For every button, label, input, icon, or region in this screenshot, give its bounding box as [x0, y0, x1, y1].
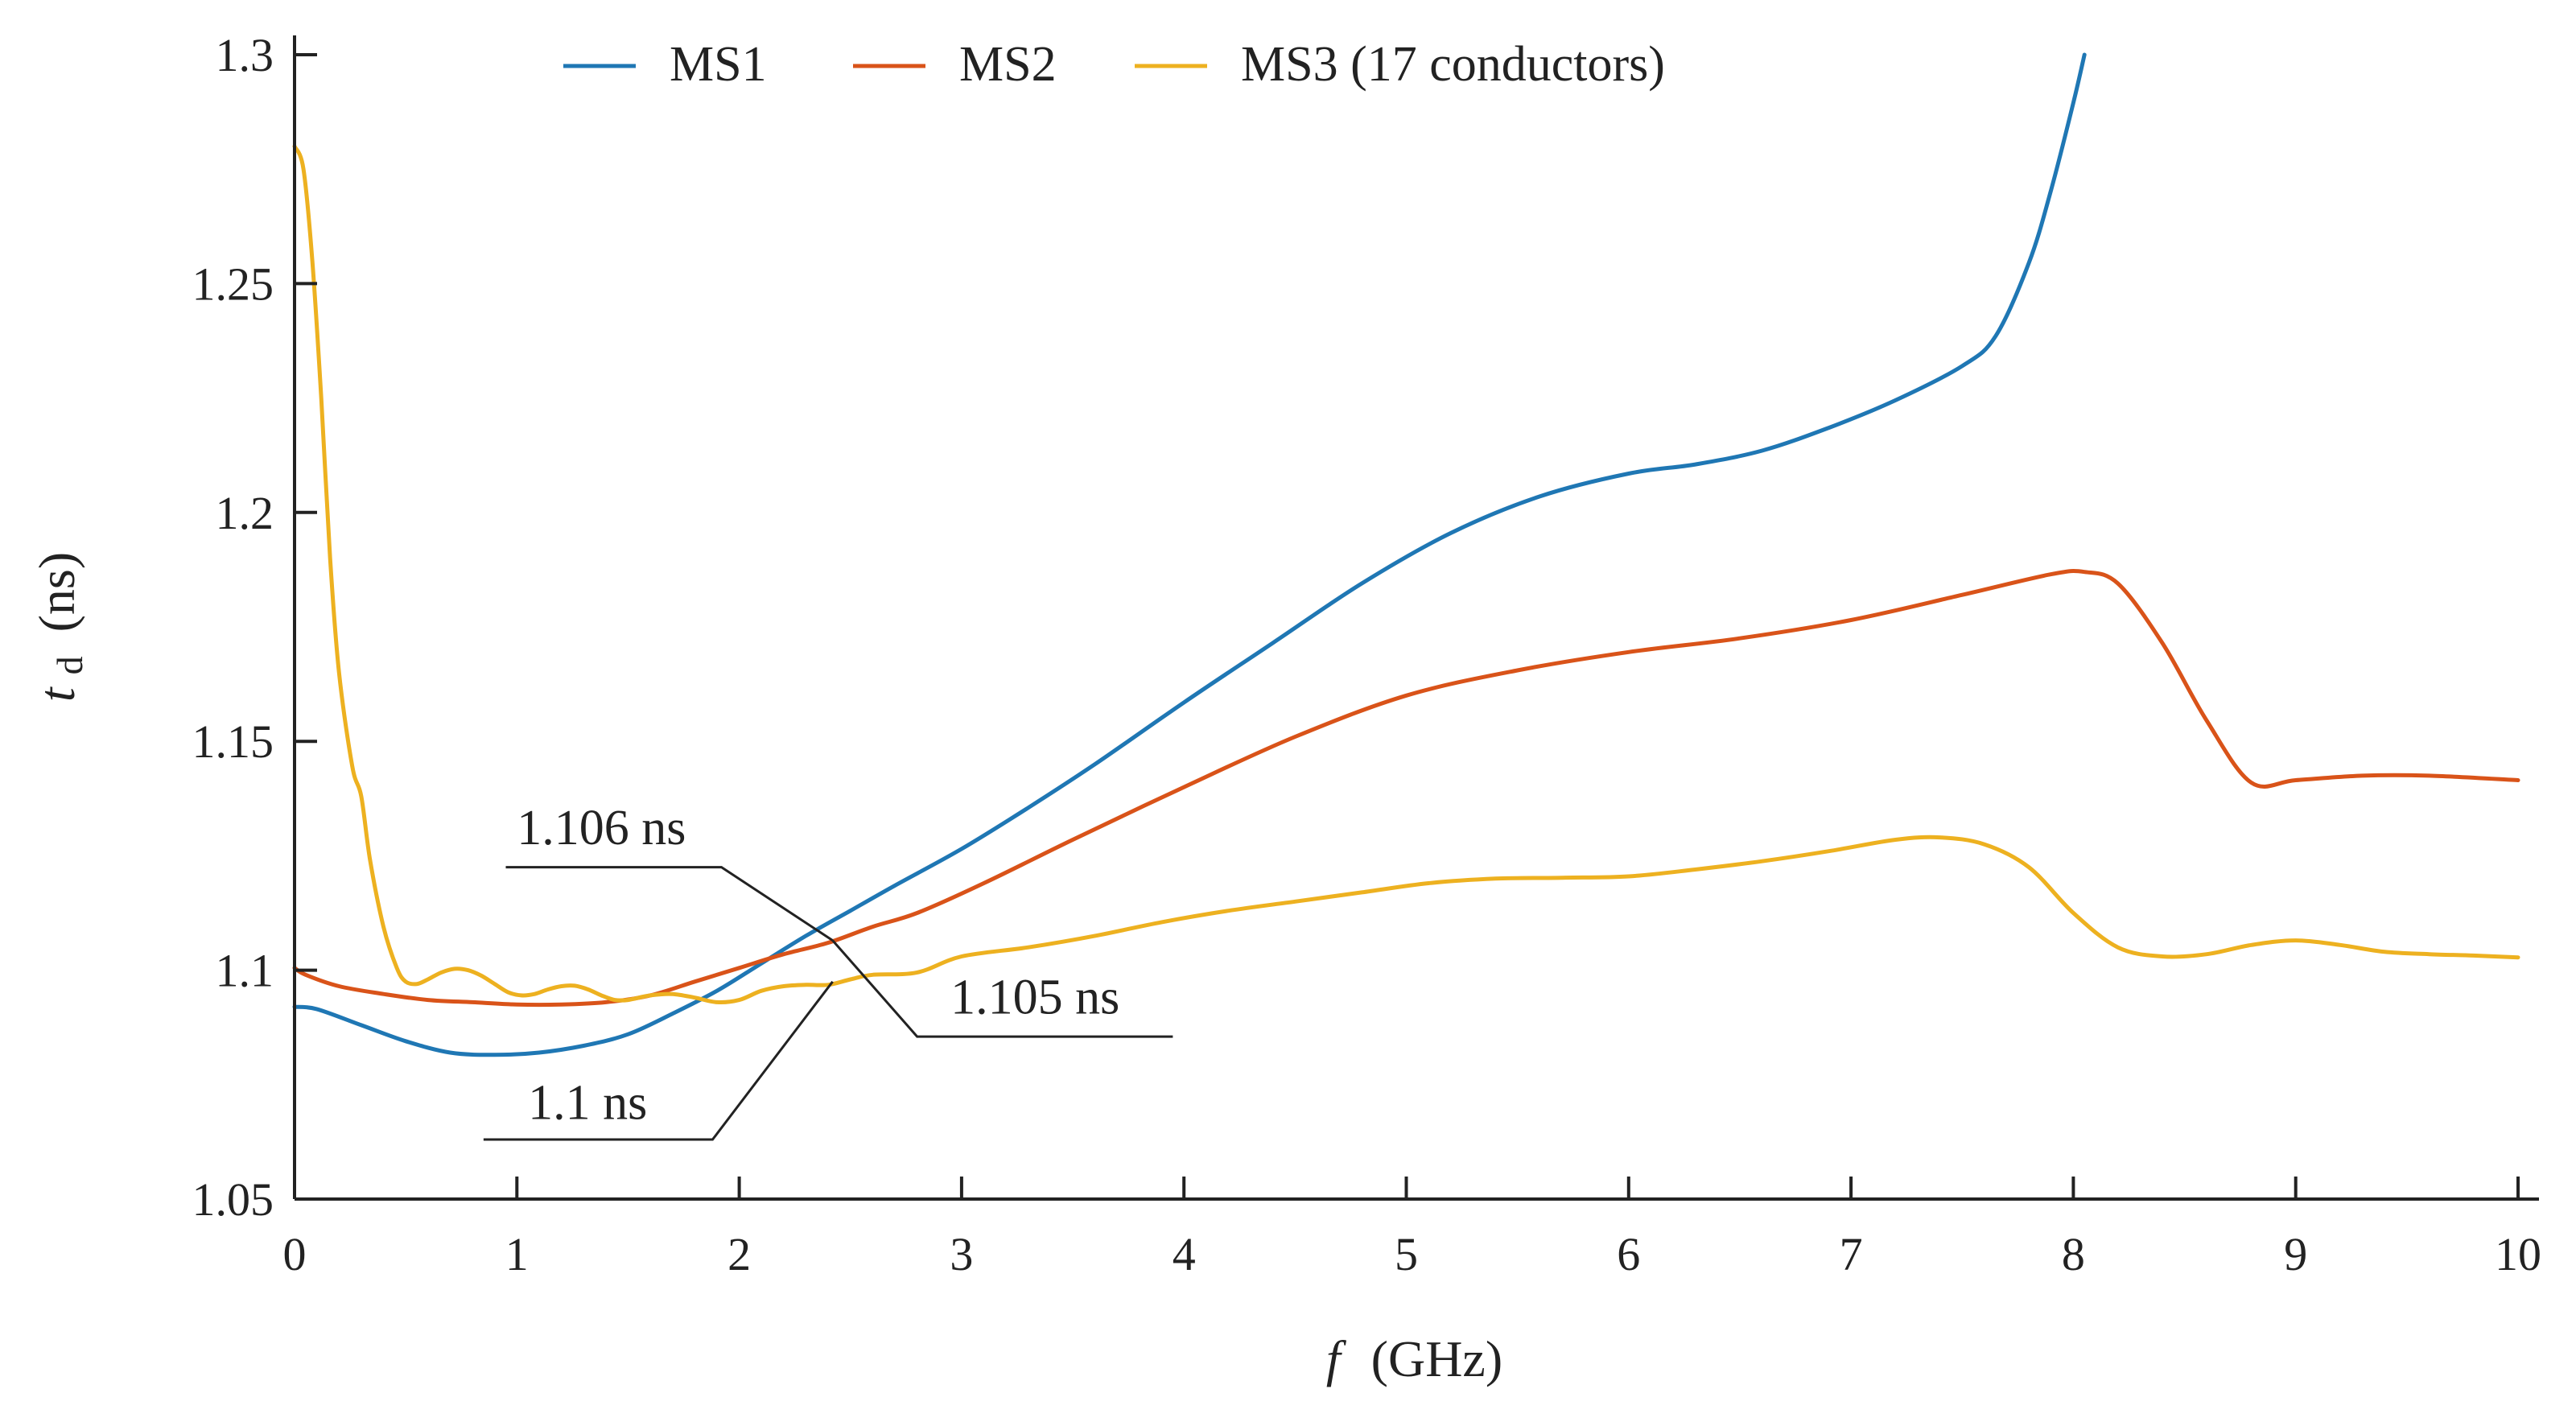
legend-label-ms1: MS1 — [670, 37, 767, 92]
y-axis-unit: (ns) — [28, 552, 85, 633]
y-axis-label: t d (ns) — [28, 552, 93, 702]
legend-label-ms2: MS2 — [959, 37, 1057, 92]
y-ticks: 1.05 1.1 1.15 1.2 1.25 1.3 — [192, 29, 317, 1226]
annotation-label-1: 1.106 ns — [517, 801, 686, 855]
annotation-label-2: 1.105 ns — [950, 971, 1119, 1025]
y-tick-label: 1.3 — [216, 29, 274, 81]
x-tick-label: 5 — [1395, 1228, 1418, 1280]
x-ticks: 0 1 2 3 4 5 6 7 8 9 10 — [283, 1177, 2541, 1280]
annotation-leader-1 — [505, 866, 834, 942]
annotation-layer: 1.106 ns 1.105 ns 1.1 ns — [483, 801, 1173, 1141]
x-tick-label: 6 — [1617, 1228, 1640, 1280]
annotation-label-3: 1.1 ns — [528, 1075, 647, 1130]
x-tick-label: 1 — [505, 1228, 529, 1280]
y-tick-label: 1.15 — [192, 715, 274, 768]
series-line-ms1 — [292, 52, 2087, 1057]
series-line-ms3 — [292, 144, 2520, 1005]
y-axis-subscript: d — [49, 656, 90, 674]
x-tick-label: 7 — [1840, 1228, 1863, 1280]
legend-label-ms3: MS3 (17 conductors) — [1241, 37, 1665, 92]
x-tick-label: 10 — [2495, 1228, 2541, 1280]
y-tick-label: 1.2 — [216, 487, 274, 539]
x-axis-symbol: f — [1326, 1330, 1347, 1387]
x-tick-label: 0 — [283, 1228, 307, 1280]
y-tick-label: 1.1 — [216, 945, 274, 997]
x-tick-label: 2 — [727, 1228, 751, 1280]
y-tick-label: 1.05 — [192, 1173, 274, 1226]
series-line-ms2 — [292, 569, 2520, 1008]
x-axis-label: f (GHz) — [1326, 1330, 1502, 1387]
legend: MS1 MS2 MS3 (17 conductors) — [563, 37, 1665, 92]
annotation-leader-2 — [831, 939, 1173, 1038]
y-axis-symbol: t — [28, 686, 85, 702]
x-tick-label: 4 — [1173, 1228, 1196, 1280]
x-axis-unit: (GHz) — [1371, 1330, 1502, 1387]
series-layer — [292, 52, 2520, 1057]
y-tick-label: 1.25 — [192, 258, 274, 310]
x-tick-label: 9 — [2284, 1228, 2307, 1280]
annotation-leader-3 — [483, 980, 834, 1141]
x-tick-label: 3 — [950, 1228, 973, 1280]
x-tick-label: 8 — [2062, 1228, 2085, 1280]
plot-area: 1.106 ns 1.105 ns 1.1 ns 0 1 2 3 4 5 6 7 8 9 10 1.05… — [192, 29, 2542, 1280]
